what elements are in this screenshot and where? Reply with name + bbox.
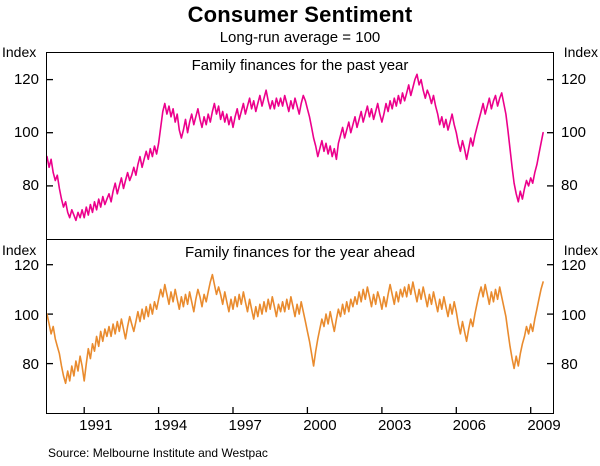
right-axis-unit-label: Index bbox=[563, 44, 598, 60]
panel-past-year: Index 80 100 120 Family finances for the p… bbox=[0, 44, 600, 240]
plot-area-year-ahead: Family finances for the year ahead bbox=[46, 240, 554, 414]
x-tick-label: 1994 bbox=[153, 417, 188, 434]
panel-title-year-ahead: Family finances for the year ahead bbox=[184, 244, 416, 261]
right-axis-past-year: Index 80 100 120 bbox=[554, 44, 600, 240]
y-tick-label: 100 bbox=[13, 124, 39, 141]
y-tick-label: 120 bbox=[13, 257, 39, 274]
line-series-past-year bbox=[47, 73, 553, 222]
left-axis-past-year: Index 80 100 120 bbox=[0, 44, 46, 240]
x-tick-label: 2000 bbox=[303, 417, 337, 434]
left-axis-unit-label: Index bbox=[2, 242, 37, 258]
source-note: Source: Melbourne Institute and Westpac bbox=[48, 446, 268, 460]
plot-area-past-year: Family finances for the past year bbox=[46, 52, 554, 240]
right-axis-year-ahead: Index 80 100 120 bbox=[554, 240, 600, 414]
x-tick-label: 2006 bbox=[452, 417, 487, 434]
chart-subtitle: Long-run average = 100 bbox=[219, 29, 381, 46]
x-tick-label: 2009 bbox=[527, 417, 561, 434]
y-tick-label: 100 bbox=[561, 124, 587, 141]
left-axis-year-ahead: Index 80 100 120 bbox=[0, 240, 46, 414]
left-axis-unit-label: Index bbox=[2, 44, 37, 60]
y-tick-label: 80 bbox=[22, 356, 39, 373]
x-tick-label: 1991 bbox=[79, 417, 113, 434]
line-series-year-ahead bbox=[47, 264, 553, 413]
chart-title: Consumer Sentiment bbox=[187, 2, 413, 27]
y-tick-label: 120 bbox=[13, 71, 39, 88]
y-tick-label: 80 bbox=[22, 177, 39, 194]
y-tick-label: 120 bbox=[561, 257, 587, 274]
panel-title-past-year: Family finances for the past year bbox=[191, 57, 409, 74]
y-tick-label: 120 bbox=[561, 71, 587, 88]
x-tick-label: 1997 bbox=[228, 417, 262, 434]
y-tick-label: 100 bbox=[561, 307, 587, 324]
y-tick-label: 100 bbox=[13, 307, 39, 324]
y-tick-label: 80 bbox=[561, 177, 578, 194]
x-axis-labels: 1991 1994 1997 2000 2003 2006 2009 bbox=[46, 417, 561, 437]
y-tick-label: 80 bbox=[561, 356, 578, 373]
panel-year-ahead: Index 80 100 120 Family finances for the y… bbox=[0, 240, 600, 414]
right-axis-unit-label: Index bbox=[563, 242, 598, 258]
x-tick-label: 2003 bbox=[377, 417, 412, 434]
